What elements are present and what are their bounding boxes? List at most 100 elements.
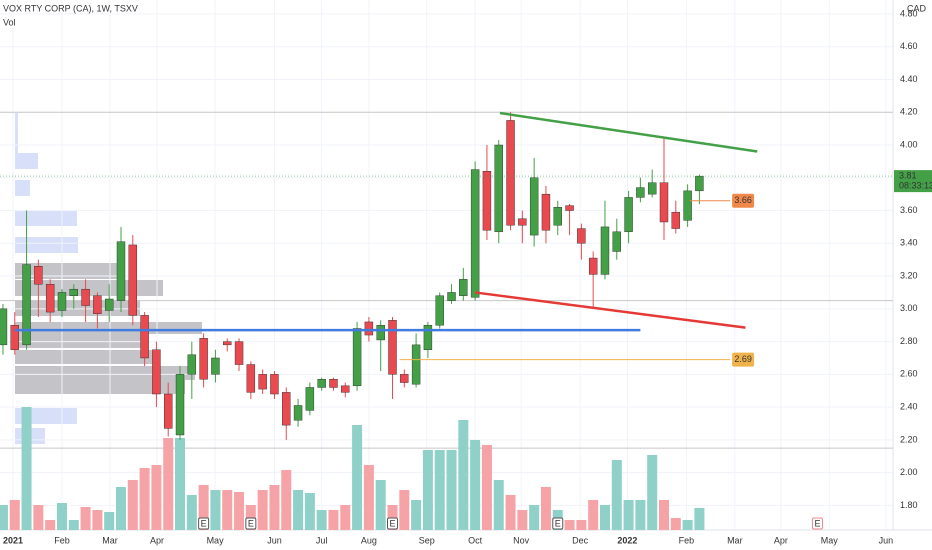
- candle-body: [541, 193, 551, 231]
- volume-bar: [599, 505, 610, 530]
- x-tick-label: Feb: [679, 535, 695, 545]
- volume-bar: [304, 493, 315, 530]
- volume-bar: [623, 500, 634, 530]
- volume-bar: [316, 510, 327, 530]
- earnings-label: E: [389, 518, 395, 528]
- trendline: [499, 111, 758, 153]
- x-tick-label: Dec: [572, 535, 589, 545]
- candle-body: [341, 385, 350, 393]
- y-tick-label: 3.40: [900, 238, 918, 248]
- earnings-label: E: [201, 518, 207, 528]
- volume-bar: [517, 510, 528, 530]
- x-tick-label: May: [207, 535, 225, 545]
- candle-body: [364, 321, 374, 336]
- x-tick-label: Jul: [316, 535, 328, 545]
- candle-body: [270, 374, 279, 395]
- candle-body: [152, 349, 161, 395]
- volume-bar: [375, 480, 386, 530]
- level-label: 3.66: [734, 195, 752, 205]
- volume-bar: [198, 485, 209, 530]
- candle-body: [352, 328, 362, 387]
- candle-body: [376, 325, 385, 341]
- candle-body: [104, 298, 114, 311]
- trendline: [474, 291, 746, 329]
- volume-bar: [540, 487, 551, 530]
- level-label-box: [732, 352, 755, 367]
- volume-bar: [92, 510, 103, 530]
- candle-body: [45, 284, 55, 313]
- candle-body: [329, 379, 338, 388]
- candle-body: [246, 364, 256, 393]
- y-tick-label: 2.00: [900, 467, 918, 477]
- candle-body: [529, 177, 539, 236]
- volume-bar: [104, 512, 115, 530]
- volume-bar: [175, 438, 186, 530]
- candle-body: [22, 264, 31, 346]
- x-tick-label: Apr: [774, 535, 788, 545]
- y-tick-label: 2.20: [900, 434, 918, 444]
- earnings-label: E: [248, 518, 254, 528]
- y-tick-label: 2.80: [900, 336, 918, 346]
- candle-body: [211, 357, 220, 375]
- candle-body: [470, 169, 480, 298]
- volume-bar: [139, 468, 150, 530]
- candle-body: [647, 182, 657, 195]
- volume-bar: [281, 470, 292, 530]
- candle-body: [187, 354, 197, 375]
- x-tick-label: Jun: [267, 535, 282, 545]
- candle-body: [293, 405, 303, 421]
- earnings-marker: [245, 517, 257, 530]
- x-tick-label: Aug: [361, 535, 377, 545]
- earnings-marker: [198, 517, 210, 530]
- volume-bar: [115, 487, 126, 530]
- volume-bar: [564, 520, 575, 530]
- volume-bar: [352, 425, 363, 530]
- volume-bar: [33, 505, 44, 530]
- candle-body: [600, 226, 610, 275]
- y-tick-label: 3.00: [900, 303, 918, 313]
- volume-bar: [328, 510, 339, 530]
- candle-body: [459, 279, 468, 296]
- level-label-box: [732, 193, 755, 208]
- candle-body: [317, 379, 326, 388]
- candle-body: [423, 325, 433, 350]
- x-tick-label: Jun: [879, 535, 894, 545]
- candle-body: [612, 231, 621, 252]
- volume-bar: [458, 420, 469, 530]
- x-tick-label: Mar: [102, 535, 118, 545]
- volume-bar: [45, 520, 56, 530]
- candle-body: [93, 295, 102, 314]
- candle-body: [258, 374, 267, 390]
- candle-body: [175, 374, 185, 436]
- candle-body: [636, 187, 645, 198]
- x-tick-label: Apr: [150, 535, 164, 545]
- volume-bar: [80, 507, 91, 530]
- volume-bar: [257, 490, 268, 530]
- countdown: 08:33:13: [899, 180, 932, 190]
- candle-body: [140, 315, 149, 359]
- candle-body: [671, 211, 680, 229]
- candle-body: [695, 175, 704, 192]
- candle-body: [683, 190, 692, 221]
- x-tick-label: 2021: [3, 535, 23, 545]
- y-tick-label: 4.80: [900, 8, 918, 18]
- candle-body: [69, 288, 78, 296]
- candle-body: [553, 207, 562, 226]
- x-tick-label: 2022: [617, 535, 637, 545]
- candle-body: [223, 341, 232, 346]
- earnings-marker: [811, 517, 823, 530]
- candle-body: [624, 197, 633, 233]
- volume-bar: [588, 500, 599, 530]
- x-tick-label: Nov: [513, 535, 530, 545]
- volume-bar: [399, 490, 410, 530]
- x-tick-label: Mar: [727, 535, 743, 545]
- y-tick-label: 4.40: [900, 74, 918, 84]
- candle-body: [116, 241, 126, 301]
- volume-bar: [56, 503, 67, 530]
- volume-bar: [9, 500, 20, 530]
- volume-bar: [576, 520, 587, 530]
- candle-body: [282, 392, 291, 426]
- x-tick-label: Feb: [54, 535, 70, 545]
- volume-profile: [15, 113, 202, 444]
